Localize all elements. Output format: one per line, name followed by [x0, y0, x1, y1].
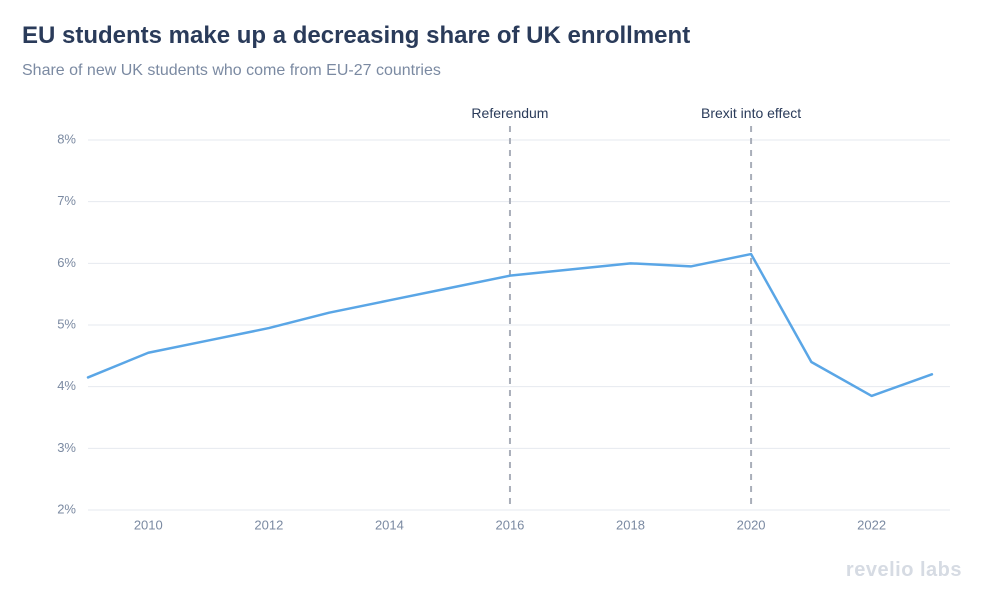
- chart-title: EU students make up a decreasing share o…: [22, 22, 690, 50]
- x-tick-label: 2018: [616, 518, 645, 533]
- line-chart: 2%3%4%5%6%7%8%ReferendumBrexit into effe…: [30, 110, 960, 540]
- x-tick-label: 2014: [375, 518, 404, 533]
- y-tick-label: 4%: [57, 378, 76, 393]
- x-tick-label: 2010: [134, 518, 163, 533]
- annotation-label: Referendum: [471, 105, 548, 121]
- x-tick-label: 2012: [254, 518, 283, 533]
- y-tick-label: 7%: [57, 193, 76, 208]
- attribution-brand-b: labs: [920, 559, 962, 581]
- y-tick-label: 3%: [57, 440, 76, 455]
- y-tick-label: 6%: [57, 255, 76, 270]
- annotation-label: Brexit into effect: [701, 105, 801, 121]
- chart-subtitle: Share of new UK students who come from E…: [22, 62, 441, 80]
- x-tick-label: 2020: [737, 518, 766, 533]
- attribution-brand-a: revelio: [846, 559, 914, 581]
- attribution: revelio labs: [846, 559, 962, 582]
- y-tick-label: 2%: [57, 501, 76, 516]
- chart-area: 2%3%4%5%6%7%8%ReferendumBrexit into effe…: [30, 110, 960, 540]
- y-tick-label: 5%: [57, 316, 76, 331]
- chart-container: EU students make up a decreasing share o…: [0, 0, 984, 600]
- y-tick-label: 8%: [57, 131, 76, 146]
- x-tick-label: 2016: [495, 518, 524, 533]
- x-tick-label: 2022: [857, 518, 886, 533]
